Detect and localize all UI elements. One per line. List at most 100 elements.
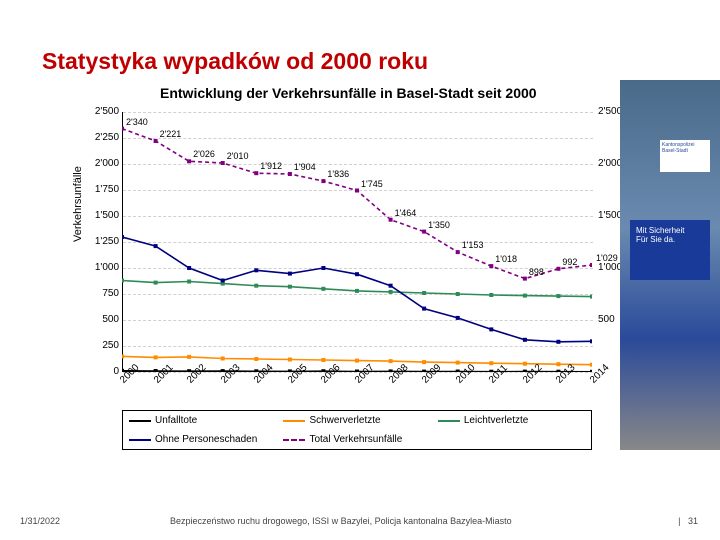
footer-date: 1/31/2022: [20, 516, 60, 526]
series-marker: [122, 354, 124, 358]
banner-line2: Für Sie da.: [636, 235, 704, 244]
series-marker: [422, 291, 426, 295]
series-marker: [321, 287, 325, 291]
series-marker: [154, 139, 158, 143]
side-banner: Mit Sicherheit Für Sie da.: [630, 220, 710, 280]
legend-swatch: [283, 439, 305, 441]
series-marker: [389, 284, 393, 288]
y-axis-label: Verkehrsunfälle: [72, 166, 84, 242]
series-marker: [523, 294, 527, 298]
chart-legend: Unfalltote Schwerverletzte Leichtverletzte…: [122, 410, 592, 450]
side-sign: Kantonspolizei Basel-Stadt: [660, 140, 710, 172]
y-tick-right: 1'500: [598, 210, 622, 221]
sign-line2: Basel-Stadt: [662, 148, 708, 154]
series-marker: [389, 359, 393, 363]
series-marker: [122, 127, 124, 131]
series-marker: [422, 230, 426, 234]
chart-area: Verkehrsunfälle 02505007501'0001'2501'50…: [80, 112, 595, 372]
footer-text: Bezpieczeństwo ruchu drogowego, ISSI w B…: [170, 516, 512, 526]
series-marker: [422, 307, 426, 311]
data-label: 2'026: [193, 149, 215, 159]
data-label: 1'836: [327, 169, 349, 179]
data-label: 1'904: [294, 162, 316, 172]
series-marker: [590, 339, 592, 343]
legend-label: Schwerverletzte: [309, 415, 380, 426]
series-marker: [254, 284, 258, 288]
series-marker: [288, 172, 292, 176]
series-marker: [355, 189, 359, 193]
series-marker: [187, 280, 191, 284]
legend-label: Total Verkehrsunfälle: [309, 434, 402, 445]
y-tick: 2'500: [83, 106, 119, 117]
data-label: 1'029: [596, 253, 618, 263]
y-tick: 2'000: [83, 158, 119, 169]
banner-line1: Mit Sicherheit: [636, 226, 704, 235]
y-tick: 1'000: [83, 262, 119, 273]
series-marker: [122, 235, 124, 239]
series-marker: [389, 290, 393, 294]
legend-item: Leichtverletzte: [432, 411, 586, 430]
y-tick-right: 2'500: [598, 106, 622, 117]
y-tick: 2'250: [83, 132, 119, 143]
data-label: 1'350: [428, 220, 450, 230]
series-marker: [489, 361, 493, 365]
y-tick-right: 2'000: [598, 158, 622, 169]
series-marker: [154, 244, 158, 248]
data-label: 1'464: [395, 208, 417, 218]
series-marker: [489, 327, 493, 331]
y-tick: 1'750: [83, 184, 119, 195]
series-marker: [254, 171, 258, 175]
series-marker: [254, 268, 258, 272]
series-marker: [321, 358, 325, 362]
data-label: 1'153: [462, 240, 484, 250]
series-marker: [288, 358, 292, 362]
series-marker: [556, 362, 560, 366]
legend-label: Unfalltote: [155, 415, 197, 426]
series-marker: [288, 285, 292, 289]
y-tick: 0: [83, 366, 119, 377]
y-tick: 250: [83, 340, 119, 351]
series-marker: [254, 357, 258, 361]
data-label: 992: [562, 257, 577, 267]
series-marker: [590, 363, 592, 367]
legend-swatch: [129, 420, 151, 422]
series-marker: [523, 338, 527, 342]
y-tick-right: 1'000: [598, 262, 622, 273]
series-marker: [456, 250, 460, 254]
series-line: [122, 281, 592, 297]
legend-item: Ohne Personeschaden: [123, 430, 277, 449]
series-marker: [187, 355, 191, 359]
series-marker: [590, 295, 592, 299]
series-marker: [355, 359, 359, 363]
page-sep: |: [678, 516, 680, 526]
series-marker: [221, 279, 225, 283]
legend-item: Schwerverletzte: [277, 411, 431, 430]
legend-label: Leichtverletzte: [464, 415, 528, 426]
data-label: 2'221: [160, 129, 182, 139]
legend-swatch: [438, 420, 460, 422]
series-marker: [456, 316, 460, 320]
chart-title: Entwicklung der Verkehrsunfälle in Basel…: [160, 85, 537, 101]
series-marker: [456, 361, 460, 365]
series-marker: [590, 263, 592, 267]
side-photo: Kantonspolizei Basel-Stadt Mit Sicherhei…: [620, 80, 720, 450]
page-number: 31: [688, 516, 698, 526]
y-tick: 1'500: [83, 210, 119, 221]
series-marker: [389, 218, 393, 222]
y-tick: 750: [83, 288, 119, 299]
series-marker: [456, 292, 460, 296]
y-tick-right: 500: [598, 314, 615, 325]
series-marker: [187, 266, 191, 270]
series-marker: [489, 264, 493, 268]
series-marker: [355, 272, 359, 276]
series-marker: [122, 279, 124, 283]
series-marker: [556, 294, 560, 298]
data-label: 1'018: [495, 254, 517, 264]
data-label: 1'745: [361, 179, 383, 189]
series-marker: [523, 277, 527, 281]
series-marker: [523, 362, 527, 366]
series-marker: [187, 159, 191, 163]
y-tick: 1'250: [83, 236, 119, 247]
series-marker: [221, 161, 225, 165]
series-marker: [221, 357, 225, 361]
